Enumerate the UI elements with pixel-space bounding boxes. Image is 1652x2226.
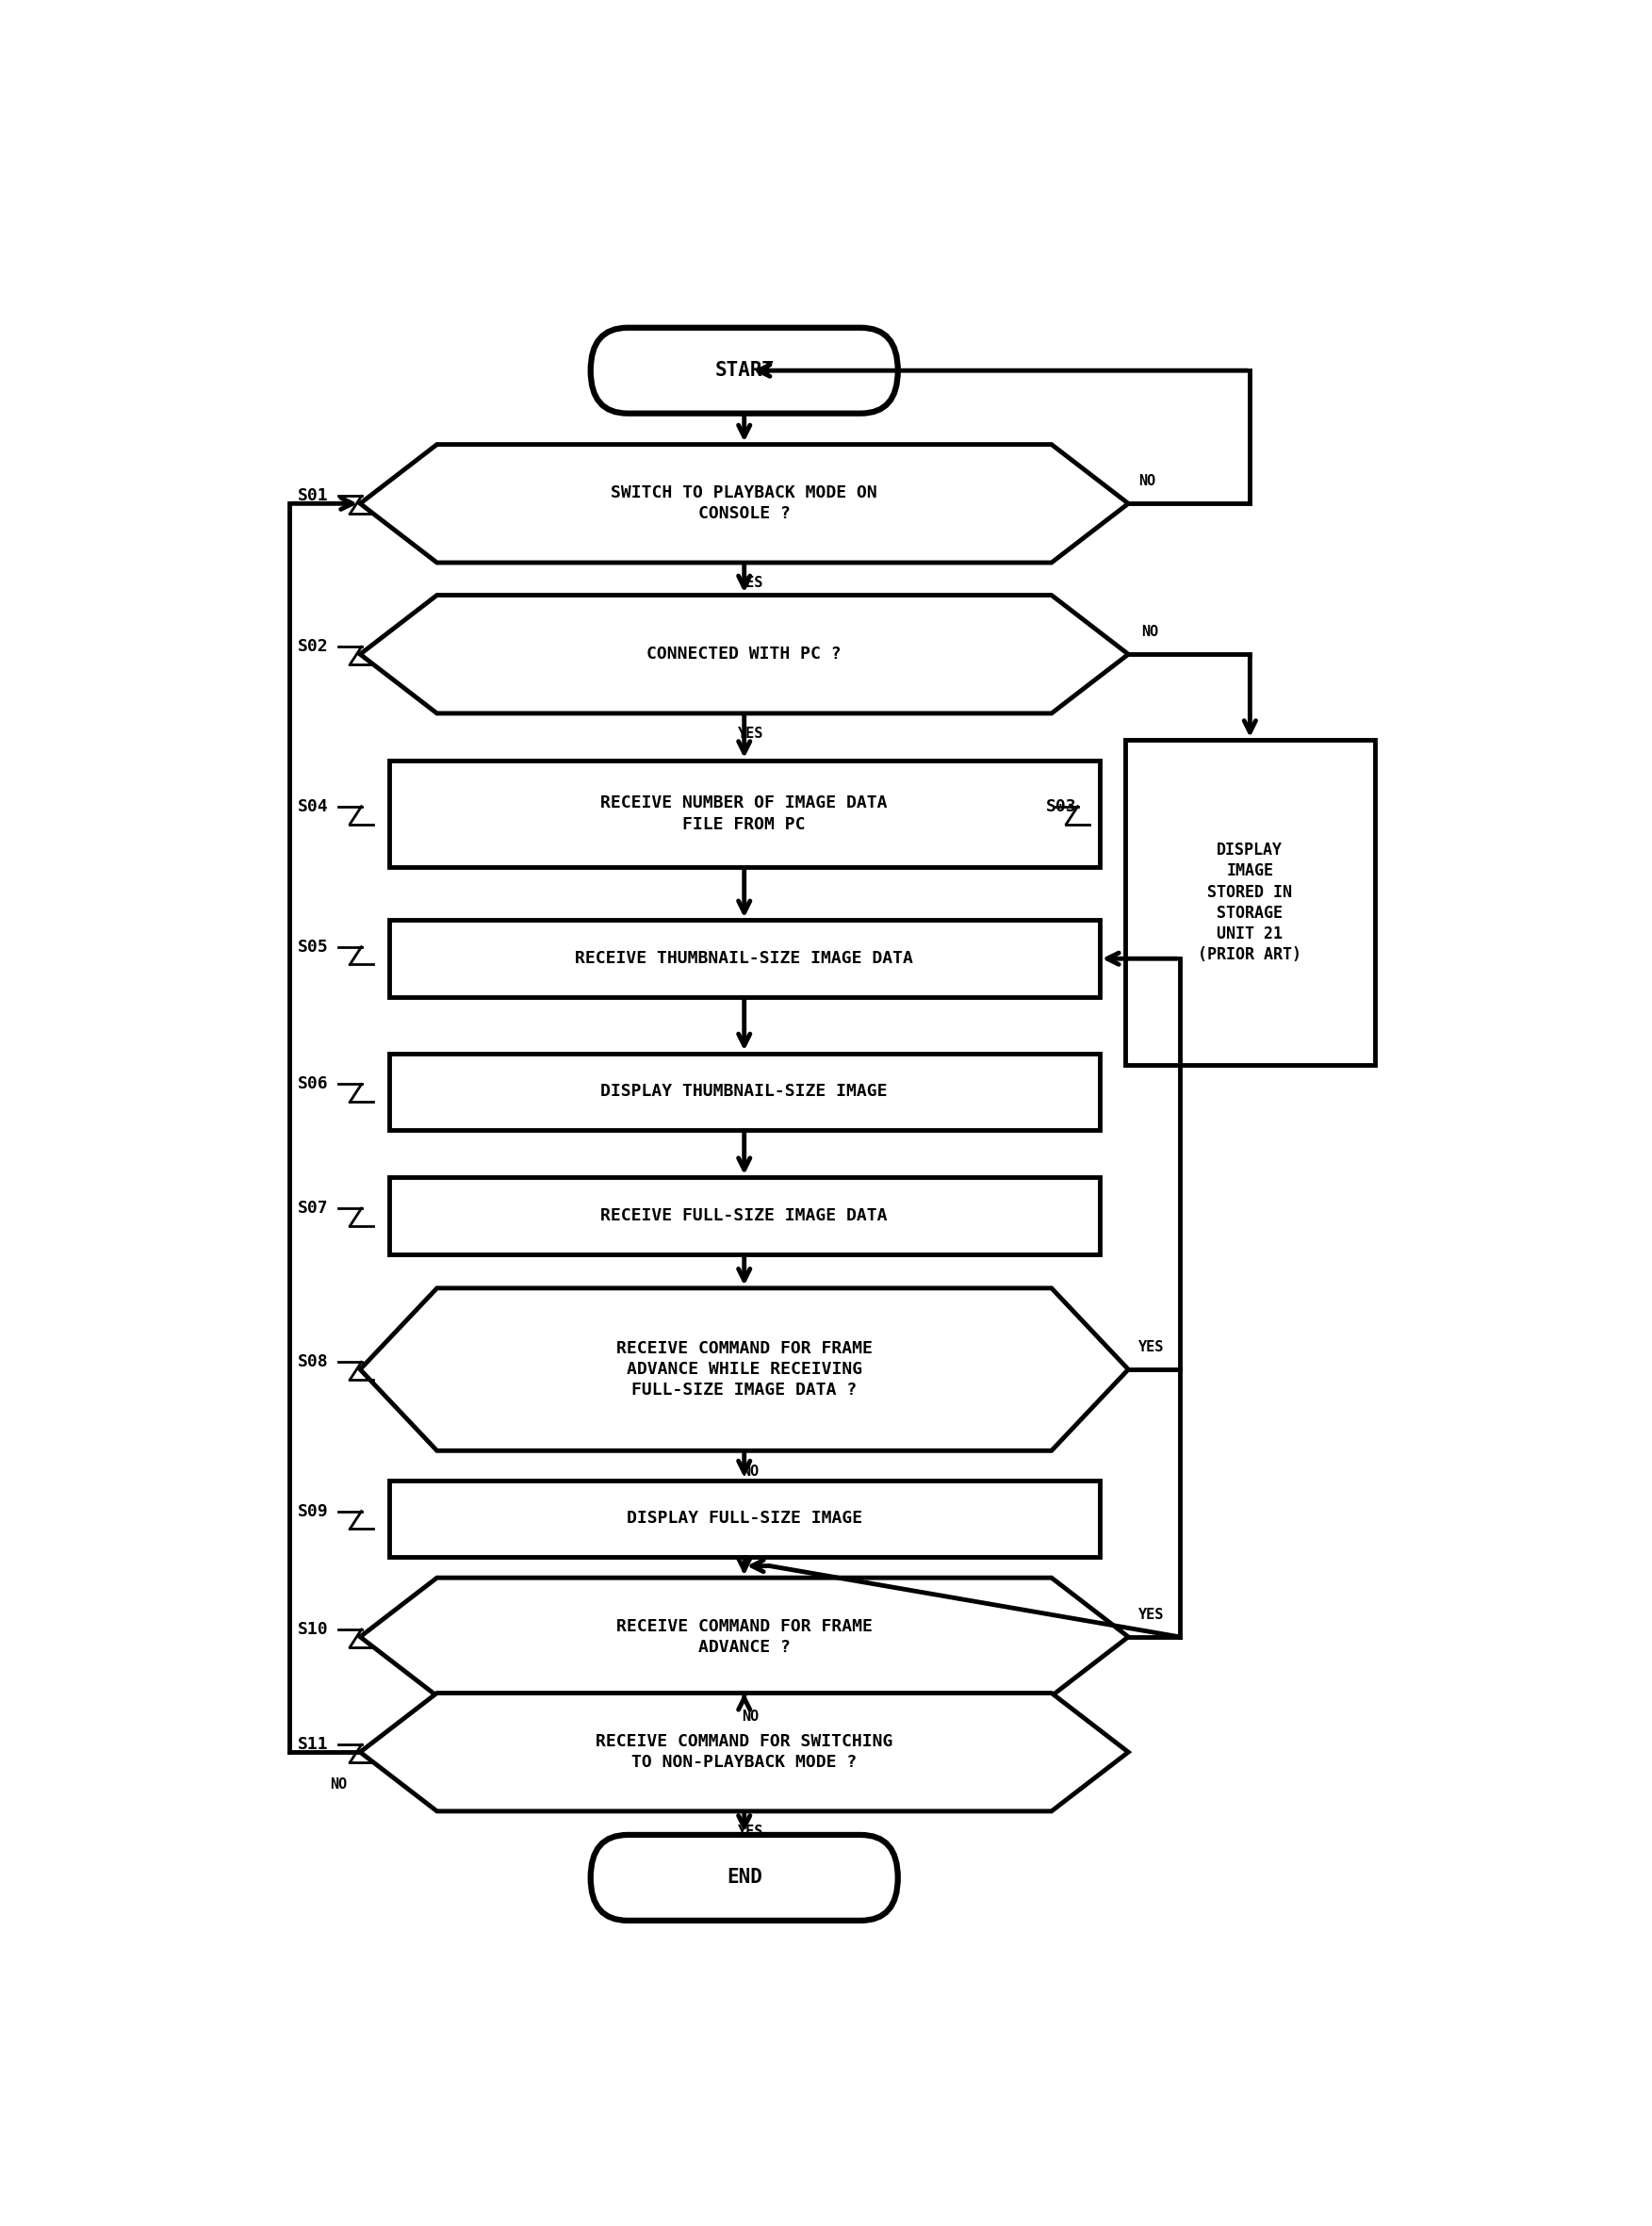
Text: DISPLAY THUMBNAIL-SIZE IMAGE: DISPLAY THUMBNAIL-SIZE IMAGE	[601, 1084, 887, 1100]
Text: CONNECTED WITH PC ?: CONNECTED WITH PC ?	[648, 646, 841, 663]
Text: YES: YES	[1138, 1607, 1165, 1623]
Text: S02: S02	[297, 639, 329, 654]
Text: S01: S01	[297, 487, 329, 505]
Text: S09: S09	[297, 1503, 329, 1520]
Text: START: START	[714, 361, 775, 381]
Text: RECEIVE COMMAND FOR FRAME
ADVANCE WHILE RECEIVING
FULL-SIZE IMAGE DATA ?: RECEIVE COMMAND FOR FRAME ADVANCE WHILE …	[616, 1340, 872, 1398]
Text: NO: NO	[742, 1465, 760, 1478]
Text: RECEIVE COMMAND FOR SWITCHING
TO NON-PLAYBACK MODE ?: RECEIVE COMMAND FOR SWITCHING TO NON-PLA…	[596, 1734, 892, 1772]
Bar	[388, 1053, 1100, 1131]
Text: YES: YES	[738, 728, 763, 741]
Text: S03: S03	[1046, 797, 1077, 815]
Polygon shape	[360, 445, 1128, 563]
Text: S04: S04	[297, 797, 329, 815]
Bar	[388, 1178, 1100, 1253]
Text: YES: YES	[738, 577, 763, 590]
Text: RECEIVE THUMBNAIL-SIZE IMAGE DATA: RECEIVE THUMBNAIL-SIZE IMAGE DATA	[575, 951, 914, 966]
FancyBboxPatch shape	[591, 327, 899, 414]
Text: S07: S07	[297, 1200, 329, 1218]
Text: S05: S05	[297, 939, 329, 955]
Polygon shape	[360, 1289, 1128, 1451]
Text: NO: NO	[1138, 474, 1156, 487]
Text: S08: S08	[297, 1353, 329, 1371]
Bar	[1125, 739, 1374, 1064]
Text: RECEIVE NUMBER OF IMAGE DATA
FILE FROM PC: RECEIVE NUMBER OF IMAGE DATA FILE FROM P…	[601, 795, 887, 833]
Bar	[388, 761, 1100, 868]
Text: END: END	[727, 1868, 762, 1888]
Text: SWITCH TO PLAYBACK MODE ON
CONSOLE ?: SWITCH TO PLAYBACK MODE ON CONSOLE ?	[611, 485, 877, 523]
FancyBboxPatch shape	[591, 1834, 899, 1921]
Text: RECEIVE COMMAND FOR FRAME
ADVANCE ?: RECEIVE COMMAND FOR FRAME ADVANCE ?	[616, 1618, 872, 1656]
Bar	[388, 1480, 1100, 1556]
Text: S10: S10	[297, 1621, 329, 1638]
Text: YES: YES	[738, 1825, 763, 1839]
Text: NO: NO	[742, 1710, 760, 1723]
Text: DISPLAY FULL-SIZE IMAGE: DISPLAY FULL-SIZE IMAGE	[626, 1509, 862, 1527]
Polygon shape	[360, 1694, 1128, 1812]
Text: NO: NO	[1142, 626, 1158, 639]
Text: S06: S06	[297, 1075, 329, 1093]
Bar	[388, 919, 1100, 997]
Polygon shape	[360, 1578, 1128, 1696]
Polygon shape	[360, 594, 1128, 712]
Text: DISPLAY
IMAGE
STORED IN
STORAGE
UNIT 21
(PRIOR ART): DISPLAY IMAGE STORED IN STORAGE UNIT 21 …	[1198, 841, 1302, 964]
Text: NO: NO	[330, 1779, 347, 1792]
Text: RECEIVE FULL-SIZE IMAGE DATA: RECEIVE FULL-SIZE IMAGE DATA	[601, 1206, 887, 1224]
Text: S11: S11	[297, 1736, 329, 1754]
Text: YES: YES	[1138, 1340, 1165, 1353]
